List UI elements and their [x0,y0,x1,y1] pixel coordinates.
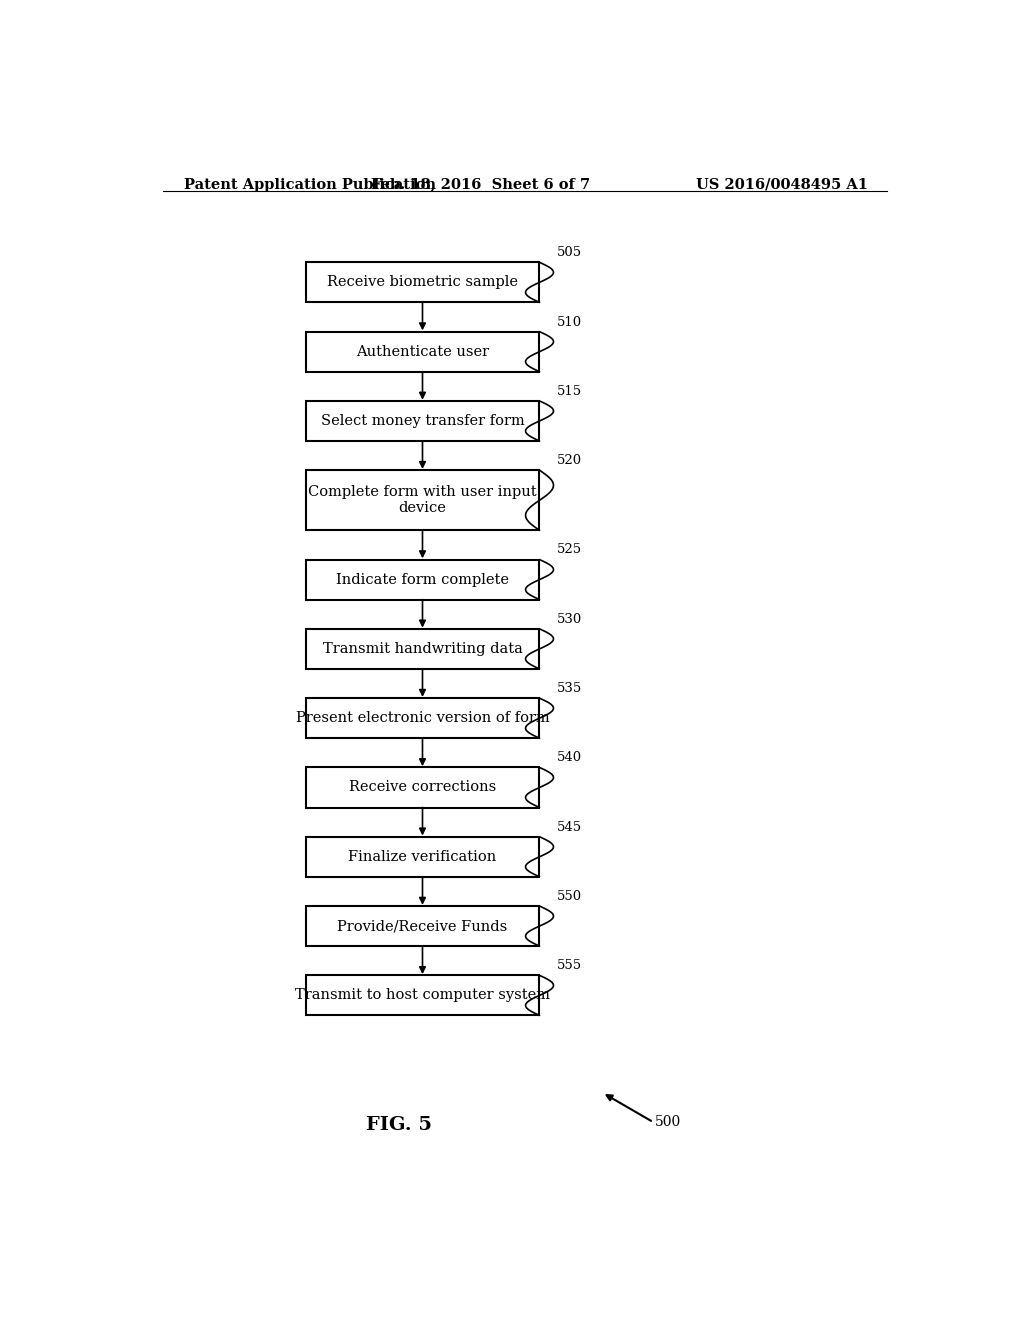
Text: 505: 505 [557,247,582,259]
Text: 500: 500 [655,1115,681,1130]
Text: Indicate form complete: Indicate form complete [336,573,509,586]
Text: Complete form with user input
device: Complete form with user input device [308,486,537,515]
Bar [306,837,539,876]
Text: 535: 535 [557,682,582,696]
Text: Patent Application Publication: Patent Application Publication [183,178,436,191]
Text: 525: 525 [557,544,582,557]
Bar [306,263,539,302]
Text: Present electronic version of form: Present electronic version of form [296,711,549,725]
Text: 520: 520 [557,454,582,467]
Text: Transmit handwriting data: Transmit handwriting data [323,642,522,656]
Bar [306,331,539,372]
Text: Feb. 18, 2016  Sheet 6 of 7: Feb. 18, 2016 Sheet 6 of 7 [371,178,590,191]
Bar [306,767,539,808]
Bar [306,628,539,669]
Text: 540: 540 [557,751,582,764]
Bar [306,975,539,1015]
Text: Provide/Receive Funds: Provide/Receive Funds [337,919,508,933]
Text: Authenticate user: Authenticate user [356,345,489,359]
Bar [306,698,539,738]
Text: 515: 515 [557,385,582,397]
Text: Select money transfer form: Select money transfer form [321,414,524,428]
Text: Transmit to host computer system: Transmit to host computer system [295,989,550,1002]
Bar [306,401,539,441]
Text: FIG. 5: FIG. 5 [367,1115,432,1134]
Text: 510: 510 [557,315,582,329]
Text: US 2016/0048495 A1: US 2016/0048495 A1 [696,178,868,191]
Text: Finalize verification: Finalize verification [348,850,497,863]
Bar [306,470,539,531]
Text: 545: 545 [557,821,582,834]
Text: 530: 530 [557,612,582,626]
Text: 550: 550 [557,890,582,903]
Text: Receive biometric sample: Receive biometric sample [327,276,518,289]
Text: 555: 555 [557,960,582,973]
Text: Receive corrections: Receive corrections [349,780,496,795]
Bar [306,906,539,946]
Bar [306,560,539,599]
